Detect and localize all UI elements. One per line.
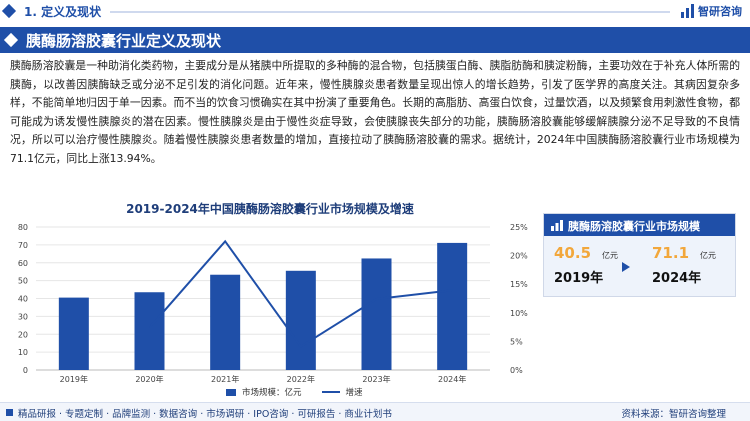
banner-diamond-icon xyxy=(3,32,19,48)
y-right-tick-label: 25% xyxy=(510,223,528,232)
y-right-tick-label: 20% xyxy=(510,252,528,261)
y-right-tick-label: 0% xyxy=(510,366,523,375)
y-left-tick-label: 30 xyxy=(18,312,28,321)
page-title: 胰酶肠溶胶囊行业定义及现状 xyxy=(26,32,222,50)
y-left-tick-label: 10 xyxy=(18,348,28,357)
y-left-tick-label: 0 xyxy=(23,366,28,375)
logo-text: 智研咨询 xyxy=(698,5,742,18)
bar xyxy=(285,270,316,370)
end-unit: 亿元 xyxy=(700,251,716,260)
end-year: 2024年 xyxy=(652,271,702,286)
logo-bars-icon xyxy=(681,4,695,18)
chart-legend: 市场规模：亿元 增速 xyxy=(226,386,363,398)
y-left-tick-label: 60 xyxy=(18,259,28,268)
x-tick-label: 2020年 xyxy=(135,374,163,384)
chart-icon xyxy=(551,220,563,231)
footer-marker-icon xyxy=(6,409,13,416)
x-tick-label: 2022年 xyxy=(287,374,315,384)
x-tick-label: 2023年 xyxy=(362,374,390,384)
x-tick-label: 2019年 xyxy=(60,374,88,384)
bar xyxy=(210,274,241,370)
growth-line xyxy=(148,239,453,348)
card-title: 胰酶肠溶胶囊行业市场规模 xyxy=(568,220,700,233)
legend-bar-swatch xyxy=(226,388,236,396)
footer-tags: 精品研报 · 专题定制 · 品牌监测 · 数据咨询 · 市场调研 · IPO咨询… xyxy=(18,409,392,420)
bar xyxy=(437,242,468,370)
top-divider xyxy=(110,11,670,13)
legend-line-swatch xyxy=(321,391,340,393)
y-left-tick-label: 80 xyxy=(18,223,28,232)
source-note: 资料来源：智研咨询整理 xyxy=(621,409,726,420)
section-label: 1. 定义及现状 xyxy=(24,5,102,19)
y-right-tick-label: 15% xyxy=(510,280,528,289)
x-tick-label: 2021年 xyxy=(211,374,239,384)
y-right-tick-label: 10% xyxy=(510,309,528,318)
legend-line-label: 增速 xyxy=(345,388,363,398)
top-bar: 1. 定义及现状 智研咨询 xyxy=(0,0,750,24)
end-value: 71.1 xyxy=(652,244,690,262)
y-left-tick-label: 20 xyxy=(18,330,28,339)
bar xyxy=(134,292,165,370)
y-left-tick-label: 40 xyxy=(18,295,28,304)
card-header: 胰酶肠溶胶囊行业市场规模 xyxy=(544,214,735,236)
footer-bar: 精品研报 · 专题定制 · 品牌监测 · 数据咨询 · 市场调研 · IPO咨询… xyxy=(0,402,750,421)
legend-bar-label: 市场规模：亿元 xyxy=(242,388,302,398)
start-value: 40.5 xyxy=(554,244,592,262)
y-right-tick-label: 5% xyxy=(510,337,523,346)
brand-logo: 智研咨询 xyxy=(681,3,742,19)
chart-title: 2019-2024年中国胰酶肠溶胶囊行业市场规模及增速 xyxy=(126,202,414,216)
start-year: 2019年 xyxy=(554,271,604,286)
y-left-tick-label: 50 xyxy=(18,277,28,286)
title-banner: 胰酶肠溶胶囊行业定义及现状 xyxy=(0,27,750,53)
bar xyxy=(361,258,392,370)
start-unit: 亿元 xyxy=(602,251,618,260)
section-marker-icon xyxy=(1,3,17,19)
bar xyxy=(58,297,89,370)
x-tick-label: 2024年 xyxy=(438,374,466,384)
growth-arrow-icon xyxy=(622,262,630,272)
market-size-card: 胰酶肠溶胶囊行业市场规模 40.5 亿元 2019年 71.1 亿元 2024年 xyxy=(543,213,736,297)
body-paragraph: 胰酶肠溶胶囊是一种助消化类药物，主要成分是从猪胰中所提取的多种酶的混合物，包括胰… xyxy=(10,59,740,165)
y-left-tick-label: 70 xyxy=(18,241,28,250)
